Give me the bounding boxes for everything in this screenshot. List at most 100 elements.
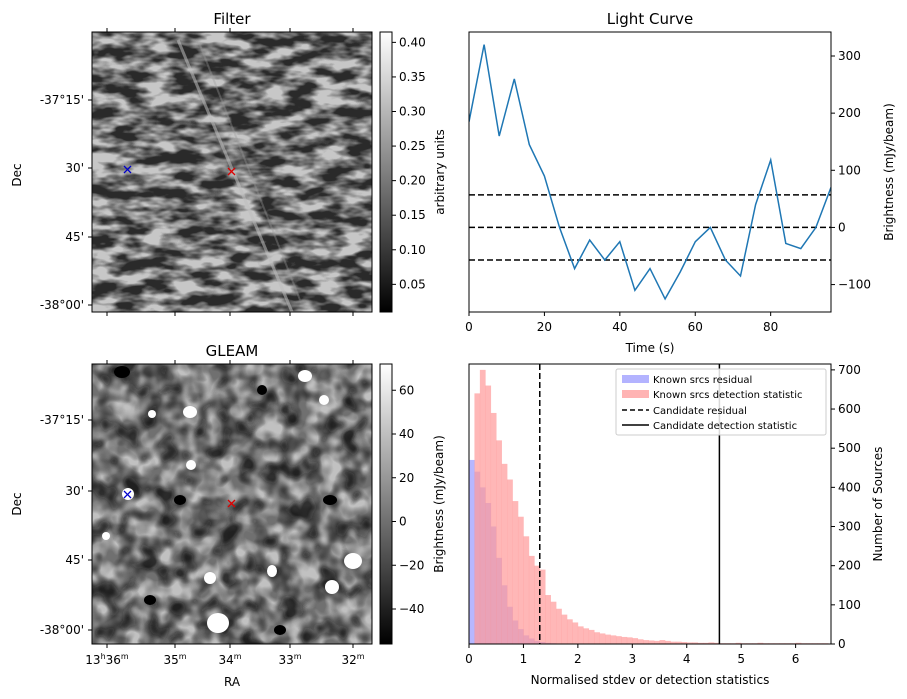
detection-bar xyxy=(703,642,709,644)
x-tick-label: 0 xyxy=(465,320,473,334)
histogram-x-ticks: 0 1 2 3 4 5 6 xyxy=(465,644,799,666)
gleam-ra-tick: 35m xyxy=(163,652,186,667)
colorbar-tick-label: 0.25 xyxy=(399,139,426,153)
colorbar-tick-label: 0.10 xyxy=(399,243,426,257)
gleam-axis-ticks xyxy=(88,360,354,648)
detection-bar xyxy=(648,640,655,644)
y-tick-label: 600 xyxy=(838,402,861,416)
colorbar-tick-label: −40 xyxy=(399,602,424,616)
x-tick-label: 5 xyxy=(737,652,745,666)
detection-bar xyxy=(659,640,666,644)
detection-bar xyxy=(670,641,677,644)
legend-swatch-residual xyxy=(622,375,649,383)
detection-bar xyxy=(496,440,502,644)
colorbar-tick-label: 0.15 xyxy=(399,208,426,222)
filter-colorbar-ticks: 0.05 0.10 0.15 0.20 0.25 0.30 0.35 0.40 xyxy=(392,35,426,291)
legend-label-detection: Known srcs detection statistic xyxy=(653,390,802,401)
detection-bar xyxy=(507,479,513,644)
y-tick-label: 100 xyxy=(838,598,861,612)
light-curve-xlabel: Time (s) xyxy=(625,341,675,355)
gleam-colorbar-label: Brightness (mJy/beam) xyxy=(432,435,446,573)
histogram-y-ticks: 0 100 200 300 400 500 600 700 xyxy=(831,363,861,651)
detection-bar xyxy=(545,595,551,644)
y-tick-label: 300 xyxy=(838,520,861,534)
light-curve-series xyxy=(469,44,831,301)
gleam-ra-tick: 13h36m xyxy=(85,652,129,667)
colorbar-tick-label: 0.35 xyxy=(399,70,426,84)
gleam-bright-sources xyxy=(102,370,362,633)
detection-bar xyxy=(534,565,541,644)
detection-bar xyxy=(572,622,579,644)
x-tick-label: 20 xyxy=(537,320,552,334)
light-curve-panel: Light Curve 0 20 40 60 80 −100 0 100 200 300 Tim… xyxy=(465,10,896,355)
detection-bar xyxy=(654,640,660,644)
colorbar-tick-label: 0.30 xyxy=(399,105,426,119)
histogram-panel: 0 1 2 3 4 5 6 0 100 200 300 400 500 600 700 Normalise… xyxy=(465,363,885,687)
gleam-ra-tick: 34m xyxy=(218,652,241,667)
detection-bar xyxy=(713,642,720,644)
light-curve-title: Light Curve xyxy=(607,10,693,28)
x-tick-label: 40 xyxy=(612,320,627,334)
detection-bar xyxy=(490,412,497,644)
detection-bar xyxy=(550,601,557,644)
gleam-title: GLEAM xyxy=(206,342,259,360)
legend-swatch-detection xyxy=(622,390,649,398)
detection-bar xyxy=(583,628,590,644)
x-tick-label: 2 xyxy=(574,652,582,666)
gleam-colorbar-ticks: 60 40 20 0 −20 −40 xyxy=(392,383,424,616)
x-tick-label: 6 xyxy=(792,652,800,666)
filter-colorbar xyxy=(379,31,393,313)
y-tick-label: 0 xyxy=(838,637,846,651)
colorbar-tick-label: 0.05 xyxy=(399,277,426,291)
colorbar-tick-label: 40 xyxy=(399,427,414,441)
legend-label-candidate-detection: Candidate detection statistic xyxy=(653,421,797,432)
y-tick-label: 700 xyxy=(838,363,861,377)
gleam-dec-tick: 30' xyxy=(65,484,84,498)
gleam-dec-tick: 45' xyxy=(65,553,84,567)
legend-label-candidate-residual: Candidate residual xyxy=(653,406,747,417)
gleam-marker-known xyxy=(123,490,132,499)
detection-bar xyxy=(517,516,524,644)
filter-colorbar-label: arbitrary units xyxy=(433,129,447,215)
histogram-xlabel: Normalised stdev or detection statistics xyxy=(531,673,770,687)
detection-bar xyxy=(523,536,530,644)
detection-bar xyxy=(610,635,617,644)
light-curve-y-ticks: −100 0 100 200 300 xyxy=(831,49,871,292)
detection-bar xyxy=(501,463,508,644)
filter-marker-known xyxy=(123,165,132,174)
y-tick-label: 400 xyxy=(838,480,861,494)
detection-bar xyxy=(599,633,606,644)
y-tick-label: 100 xyxy=(838,163,861,177)
gleam-ylabel: Dec xyxy=(10,492,24,515)
gleam-panel: GLEAM xyxy=(10,342,446,689)
filter-title: Filter xyxy=(213,10,251,28)
y-tick-label: 300 xyxy=(838,49,861,63)
detection-bar xyxy=(675,641,682,644)
detection-bar xyxy=(681,642,688,644)
gleam-xlabel: RA xyxy=(224,675,241,689)
gleam-dec-tick: -37°15' xyxy=(40,413,84,427)
gleam-dec-tick: -38°00' xyxy=(40,623,84,637)
detection-bar xyxy=(561,614,568,644)
detection-bar xyxy=(577,626,584,644)
filter-dec-tick: -38°00' xyxy=(40,298,84,312)
detection-bar xyxy=(643,640,649,644)
detection-bar xyxy=(632,638,639,644)
gleam-dark-regions xyxy=(114,366,337,635)
x-tick-label: 1 xyxy=(520,652,528,666)
y-tick-label: −100 xyxy=(838,278,871,292)
x-tick-label: 3 xyxy=(628,652,636,666)
colorbar-tick-label: 0 xyxy=(399,515,407,529)
x-tick-label: 60 xyxy=(688,320,703,334)
x-tick-label: 4 xyxy=(683,652,691,666)
detection-bar xyxy=(594,632,600,644)
detection-bar xyxy=(556,608,562,644)
detection-bar xyxy=(626,637,633,644)
detection-bar xyxy=(735,642,742,644)
residual-bar xyxy=(469,459,475,644)
colorbar-tick-label: 60 xyxy=(399,383,414,397)
filter-dec-tick: 30' xyxy=(65,161,84,175)
colorbar-tick-label: 0.20 xyxy=(399,174,426,188)
detection-bar xyxy=(566,619,573,644)
